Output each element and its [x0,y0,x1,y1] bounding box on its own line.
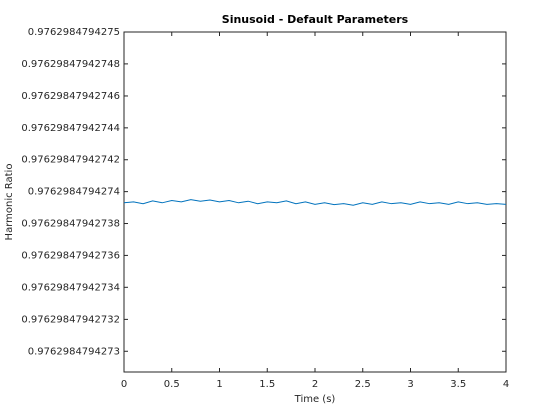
y-tick-label: 0.97629847942738 [21,219,120,230]
x-tick-label: 1.5 [259,379,275,390]
y-axis-label: Harmonic Ratio [4,164,15,241]
y-tick-label: 0.97629847942746 [21,91,120,102]
x-axis-label: Time (s) [294,394,336,405]
data-line [123,199,507,206]
y-tick-label: 0.9762984794274 [28,187,120,198]
y-tick-label: 0.97629847942734 [21,282,120,293]
x-tick-label: 3.5 [450,379,466,390]
y-tick-label: 0.9762984794273 [28,346,120,357]
x-tick-label: 0 [121,379,127,390]
x-tick-label: 1 [216,379,222,390]
y-tick-label: 0.97629847942742 [21,155,120,166]
y-tick-label: 0.97629847942744 [21,123,120,134]
x-tick-label: 4 [503,379,509,390]
x-tick-label: 2 [312,379,318,390]
x-tick-label: 3 [407,379,413,390]
x-tick-label: 2.5 [355,379,371,390]
y-tick-label: 0.97629847942736 [21,250,120,261]
x-tick-label: 0.5 [164,379,180,390]
y-tick-label: 0.97629847942748 [21,59,120,70]
y-tick-label: 0.97629847942732 [21,314,120,325]
chart-title: Sinusoid - Default Parameters [222,13,409,26]
y-tick-label: 0.9762984794275 [28,27,120,38]
